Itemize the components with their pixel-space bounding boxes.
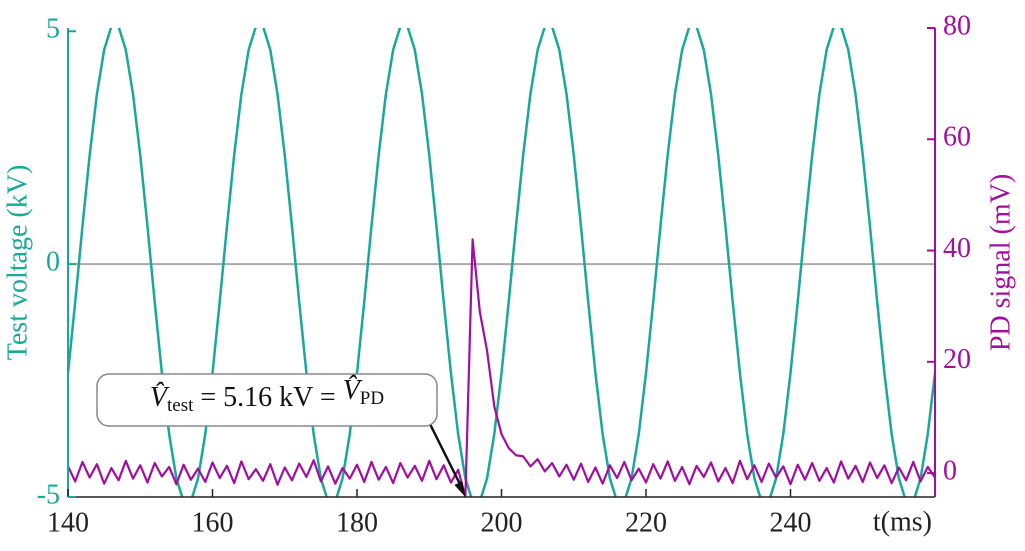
y-axis-label: Test voltage (kV) xyxy=(2,165,33,361)
y-tick-label: -5 xyxy=(37,479,60,510)
annotation-box xyxy=(96,373,438,427)
x-tick-label: 220 xyxy=(625,507,667,538)
x-tick-label: 180 xyxy=(336,507,378,538)
annotation-part: PD xyxy=(360,388,384,409)
x-tick-label: 240 xyxy=(770,507,812,538)
x-axis-label: t(ms) xyxy=(873,506,932,537)
annotation-text: V̂test = 5.16 kV = V̂PD xyxy=(150,375,384,416)
annotation-part: = 5.16 kV = xyxy=(193,382,342,413)
x-tick-label: 140 xyxy=(47,507,89,538)
y2-tick-label: 60 xyxy=(943,122,971,153)
data-line xyxy=(68,28,935,497)
y2-tick-label: 40 xyxy=(943,233,971,264)
x-tick-label: 160 xyxy=(192,507,234,538)
y2-tick-label: 0 xyxy=(943,455,957,486)
annotation-arrowhead xyxy=(454,481,466,497)
x-tick-label: 200 xyxy=(481,507,523,538)
y2-axis-label: PD signal (mV) xyxy=(985,174,1016,351)
y-tick-label: 5 xyxy=(46,14,60,45)
y2-tick-label: 80 xyxy=(943,10,971,41)
annotation-part: test xyxy=(167,395,194,416)
data-line xyxy=(68,238,935,497)
annotation-part: V̂ xyxy=(150,382,170,413)
annotation-arrow xyxy=(426,419,465,492)
y-tick-label: 0 xyxy=(46,247,60,278)
annotation-part: V̂ xyxy=(343,375,363,406)
y2-tick-label: 20 xyxy=(943,344,971,375)
